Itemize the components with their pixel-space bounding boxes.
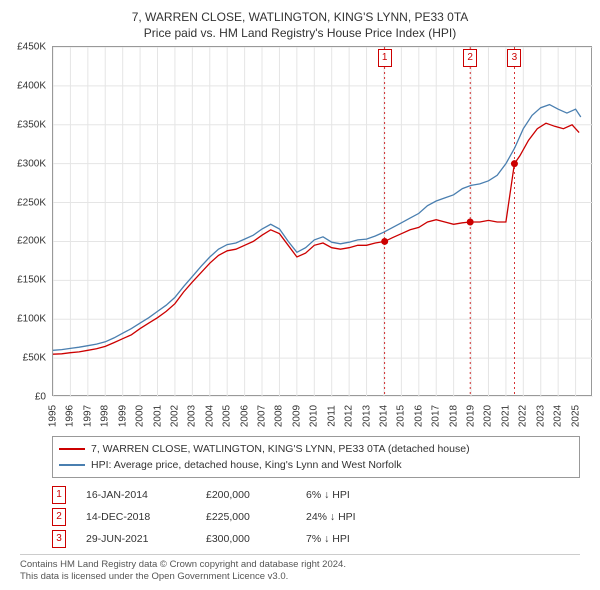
legend-label: HPI: Average price, detached house, King… bbox=[91, 459, 402, 471]
x-axis-label: 2011 bbox=[326, 401, 337, 431]
x-axis-label: 2010 bbox=[309, 401, 320, 431]
y-axis-label: £350K bbox=[4, 119, 46, 130]
x-axis-label: 2001 bbox=[152, 401, 163, 431]
event-price: £300,000 bbox=[206, 533, 286, 545]
event-row: 2 14-DEC-2018 £225,000 24% ↓ HPI bbox=[52, 506, 580, 528]
y-axis-label: £400K bbox=[4, 80, 46, 91]
y-axis-label: £50K bbox=[4, 353, 46, 364]
title-line-2: Price paid vs. HM Land Registry's House … bbox=[10, 26, 590, 40]
y-axis-label: £200K bbox=[4, 236, 46, 247]
marker-badge: 1 bbox=[378, 49, 392, 67]
x-axis-label: 2012 bbox=[344, 401, 355, 431]
x-axis-label: 2000 bbox=[135, 401, 146, 431]
y-axis-label: £300K bbox=[4, 158, 46, 169]
event-date: 16-JAN-2014 bbox=[86, 489, 186, 501]
sale-events-table: 1 16-JAN-2014 £200,000 6% ↓ HPI 2 14-DEC-2018… bbox=[52, 484, 580, 550]
x-axis-label: 2005 bbox=[222, 401, 233, 431]
event-diff: 7% ↓ HPI bbox=[306, 533, 406, 545]
event-row: 3 29-JUN-2021 £300,000 7% ↓ HPI bbox=[52, 528, 580, 550]
event-badge: 3 bbox=[52, 530, 66, 548]
x-axis-label: 2006 bbox=[239, 401, 250, 431]
marker-badge: 3 bbox=[507, 49, 521, 67]
y-axis-label: £150K bbox=[4, 275, 46, 286]
x-axis-label: 1999 bbox=[117, 401, 128, 431]
x-axis-label: 2008 bbox=[274, 401, 285, 431]
y-axis-label: £450K bbox=[4, 42, 46, 53]
x-axis-label: 2024 bbox=[553, 401, 564, 431]
title-line-1: 7, WARREN CLOSE, WATLINGTON, KING'S LYNN… bbox=[10, 10, 590, 24]
footer-line-2: This data is licensed under the Open Gov… bbox=[20, 571, 580, 583]
legend-label: 7, WARREN CLOSE, WATLINGTON, KING'S LYNN… bbox=[91, 443, 470, 455]
event-badge: 2 bbox=[52, 508, 66, 526]
legend-row: HPI: Average price, detached house, King… bbox=[59, 457, 573, 473]
x-axis-label: 2013 bbox=[361, 401, 372, 431]
event-price: £200,000 bbox=[206, 489, 286, 501]
y-axis-label: £250K bbox=[4, 197, 46, 208]
x-axis-label: 2017 bbox=[431, 401, 442, 431]
footer-line-1: Contains HM Land Registry data © Crown c… bbox=[20, 559, 580, 571]
chart-plot-area: £0£50K£100K£150K£200K£250K£300K£350K£400… bbox=[52, 46, 592, 396]
x-axis-label: 2018 bbox=[448, 401, 459, 431]
event-date: 14-DEC-2018 bbox=[86, 511, 186, 523]
x-axis-label: 2014 bbox=[378, 401, 389, 431]
x-axis-label: 2025 bbox=[570, 401, 581, 431]
legend-row: 7, WARREN CLOSE, WATLINGTON, KING'S LYNN… bbox=[59, 441, 573, 457]
x-axis-label: 2016 bbox=[413, 401, 424, 431]
x-axis-label: 2021 bbox=[500, 401, 511, 431]
x-axis-label: 2003 bbox=[187, 401, 198, 431]
x-axis-label: 2023 bbox=[535, 401, 546, 431]
x-axis-label: 2009 bbox=[291, 401, 302, 431]
footer-attribution: Contains HM Land Registry data © Crown c… bbox=[20, 554, 580, 584]
x-axis-label: 2020 bbox=[483, 401, 494, 431]
x-axis-label: 1998 bbox=[100, 401, 111, 431]
event-date: 29-JUN-2021 bbox=[86, 533, 186, 545]
x-axis-label: 1997 bbox=[82, 401, 93, 431]
event-badge: 1 bbox=[52, 486, 66, 504]
legend: 7, WARREN CLOSE, WATLINGTON, KING'S LYNN… bbox=[52, 436, 580, 478]
x-axis-label: 2022 bbox=[518, 401, 529, 431]
x-axis-label: 1995 bbox=[48, 401, 59, 431]
x-axis-label: 2002 bbox=[169, 401, 180, 431]
y-axis-label: £100K bbox=[4, 314, 46, 325]
x-axis-label: 1996 bbox=[65, 401, 76, 431]
event-row: 1 16-JAN-2014 £200,000 6% ↓ HPI bbox=[52, 484, 580, 506]
x-axis-label: 2004 bbox=[204, 401, 215, 431]
chart-container: 7, WARREN CLOSE, WATLINGTON, KING'S LYNN… bbox=[0, 0, 600, 590]
event-diff: 6% ↓ HPI bbox=[306, 489, 406, 501]
x-axis-label: 2007 bbox=[257, 401, 268, 431]
y-axis-label: £0 bbox=[4, 392, 46, 403]
marker-badge: 2 bbox=[463, 49, 477, 67]
x-axis-label: 2019 bbox=[466, 401, 477, 431]
legend-swatch bbox=[59, 464, 85, 466]
legend-swatch bbox=[59, 448, 85, 450]
event-price: £225,000 bbox=[206, 511, 286, 523]
x-axis-label: 2015 bbox=[396, 401, 407, 431]
event-diff: 24% ↓ HPI bbox=[306, 511, 406, 523]
